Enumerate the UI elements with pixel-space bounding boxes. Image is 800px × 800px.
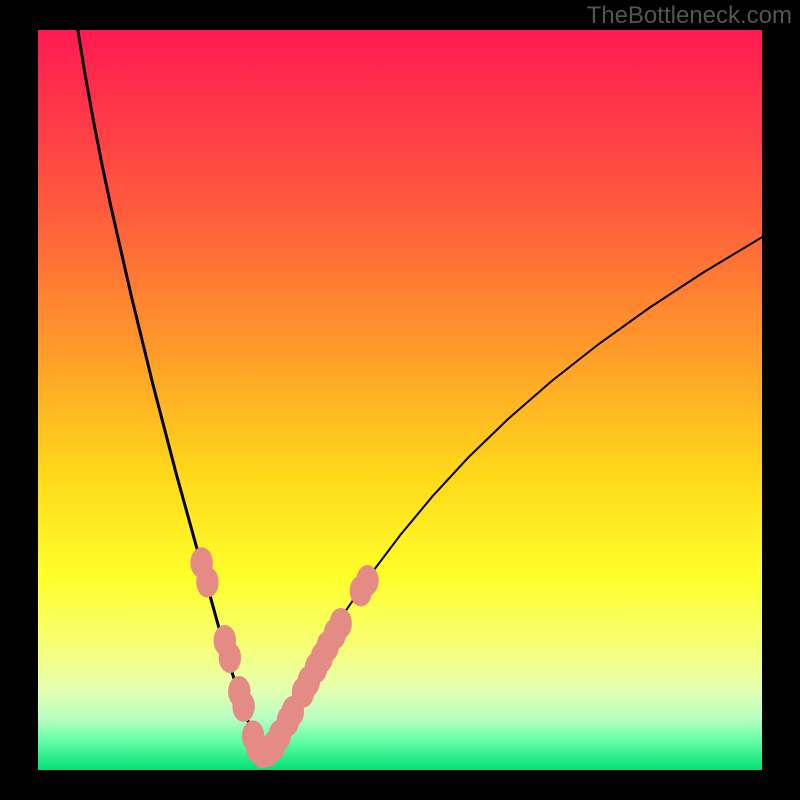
chart-frame: TheBottleneck.com	[0, 0, 800, 800]
plot-area	[38, 30, 762, 770]
gradient-background	[38, 30, 762, 770]
watermark-text: TheBottleneck.com	[587, 2, 792, 30]
